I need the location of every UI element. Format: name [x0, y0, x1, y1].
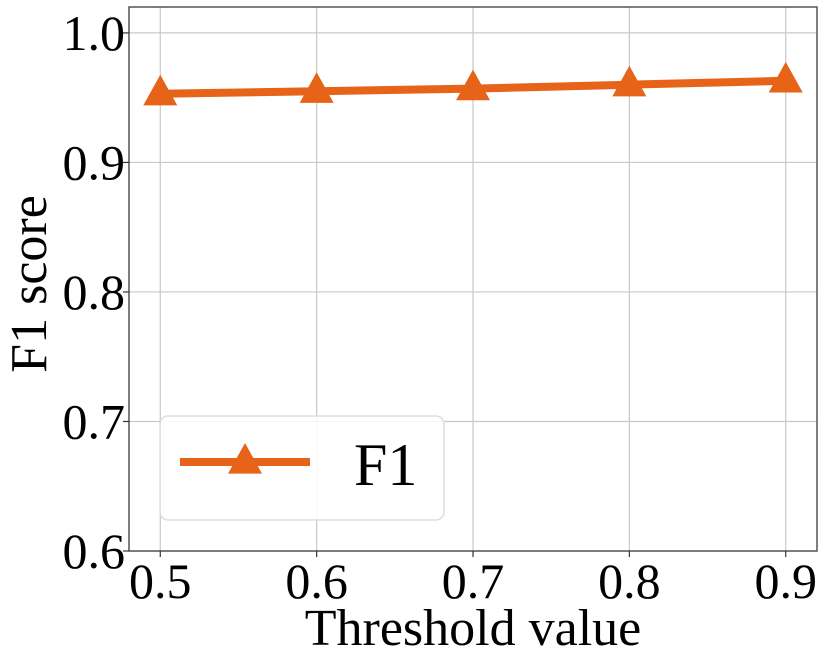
- x-tick-label: 0.6: [285, 553, 348, 609]
- x-tick-label: 0.7: [442, 553, 505, 609]
- legend-label: F1: [354, 432, 417, 498]
- x-tick-label: 0.9: [754, 553, 817, 609]
- data-point-marker: [143, 74, 178, 106]
- data-point-marker: [299, 72, 334, 103]
- data-point-marker: [768, 61, 803, 93]
- series-layer: [143, 61, 803, 106]
- y-axis-ticks: 0.6 0.7 0.8 0.9 1.0: [63, 5, 129, 579]
- x-axis-ticks: 0.5 0.6 0.7 0.8 0.9: [129, 551, 817, 609]
- x-tick-label: 0.5: [129, 553, 192, 609]
- legend-triangle-marker: [228, 443, 262, 474]
- y-tick-label: 0.9: [63, 134, 126, 190]
- data-point-marker: [612, 65, 647, 97]
- legend: F1: [159, 415, 445, 521]
- y-tick-label: 0.6: [63, 523, 126, 579]
- y-axis-title: F1 score: [1, 195, 58, 373]
- y-tick-label: 0.8: [63, 264, 126, 320]
- legend-box: [159, 415, 445, 521]
- y-tick-label: 1.0: [63, 5, 126, 61]
- x-tick-label: 0.8: [598, 553, 661, 609]
- x-axis-title: Threshold value: [305, 600, 641, 657]
- y-tick-label: 0.7: [63, 393, 126, 449]
- data-point-marker: [456, 69, 490, 101]
